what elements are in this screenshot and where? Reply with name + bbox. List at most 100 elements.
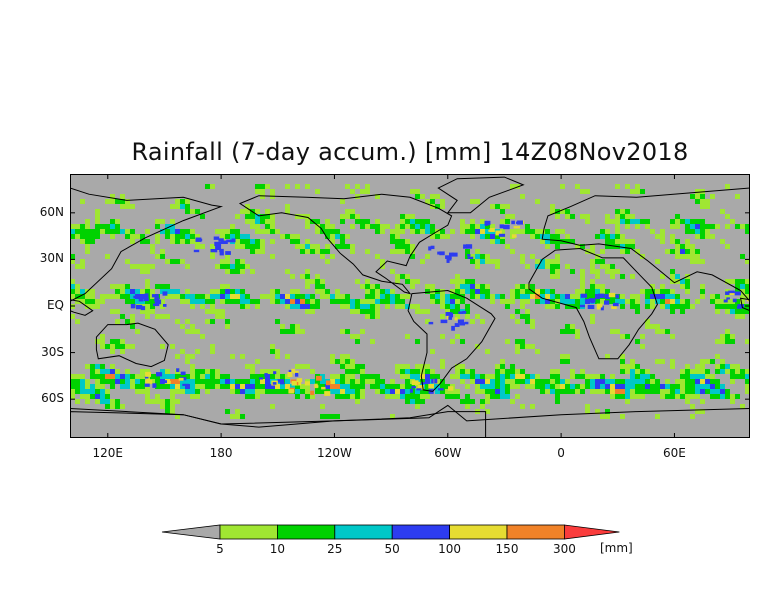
precip-hotspot	[612, 302, 619, 307]
precip-cell	[425, 224, 430, 229]
precip-hotspot	[214, 241, 222, 246]
precip-cell	[705, 229, 710, 234]
precip-cell	[80, 229, 85, 234]
colorbar-tick-label: 100	[438, 542, 462, 556]
precip-cell	[620, 379, 625, 384]
precip-cell	[540, 294, 545, 299]
precip-cell	[695, 364, 700, 369]
precip-hotspot	[321, 386, 326, 390]
precip-cell	[285, 379, 290, 384]
precip-cell	[230, 379, 235, 384]
precip-cell	[125, 289, 130, 294]
precip-cell	[330, 359, 335, 364]
precip-cell	[110, 349, 115, 354]
precip-cell	[630, 214, 635, 219]
precip-cell	[465, 224, 470, 229]
precip-cell	[635, 299, 640, 304]
precip-cell	[300, 244, 305, 249]
precip-cell	[220, 384, 225, 389]
precip-cell	[400, 384, 405, 389]
precip-cell	[580, 284, 585, 289]
precip-cell	[120, 374, 125, 379]
precip-cell	[425, 254, 430, 259]
precip-hotspot	[511, 234, 517, 238]
precip-cell	[490, 204, 495, 209]
precip-hotspot	[615, 294, 620, 299]
precip-cell	[85, 244, 90, 249]
precip-cell	[170, 409, 175, 414]
precip-cell	[530, 284, 535, 289]
precip-cell	[640, 379, 645, 384]
precip-cell	[95, 299, 100, 304]
precip-cell	[560, 294, 565, 299]
precip-cell	[680, 249, 685, 254]
precip-cell	[455, 334, 460, 339]
precip-cell	[580, 389, 585, 394]
precip-cell	[80, 289, 85, 294]
precip-cell	[460, 369, 465, 374]
precip-cell	[370, 299, 375, 304]
precip-cell	[175, 234, 180, 239]
precip-cell	[595, 384, 600, 389]
precip-hotspot	[288, 369, 292, 373]
precip-cell	[695, 229, 700, 234]
precip-cell	[120, 404, 125, 409]
precip-cell	[400, 214, 405, 219]
precip-cell	[605, 214, 610, 219]
precip-cell	[545, 234, 550, 239]
precip-cell	[270, 404, 275, 409]
precip-hotspot	[296, 380, 302, 386]
precip-cell	[155, 254, 160, 259]
precip-cell	[255, 224, 260, 229]
precip-cell	[550, 374, 555, 379]
precip-cell	[160, 314, 165, 319]
precip-hotspot	[463, 246, 468, 249]
precip-cell	[85, 379, 90, 384]
precip-cell	[240, 379, 245, 384]
precip-cell	[350, 244, 355, 249]
precip-cell	[340, 239, 345, 244]
y-tick-label: 60N	[39, 204, 64, 219]
precip-cell	[90, 394, 95, 399]
precip-cell	[115, 369, 120, 374]
precip-cell	[70, 314, 75, 319]
precip-cell	[85, 399, 90, 404]
precip-cell	[700, 224, 705, 229]
precip-cell	[110, 199, 115, 204]
precip-cell	[95, 364, 100, 369]
precip-cell	[490, 384, 495, 389]
precip-cell	[235, 239, 240, 244]
precip-hotspot	[596, 303, 603, 308]
precip-cell	[155, 394, 160, 399]
precip-cell	[570, 369, 575, 374]
precip-cell	[690, 254, 695, 259]
precip-cell	[390, 289, 395, 294]
precip-cell	[705, 224, 710, 229]
precip-cell	[170, 384, 175, 389]
precip-cell	[470, 259, 475, 264]
precip-cell	[500, 374, 505, 379]
precip-cell	[490, 379, 495, 384]
precip-cell	[145, 289, 150, 294]
precip-cell	[370, 379, 375, 384]
precip-cell	[145, 284, 150, 289]
precip-cell	[240, 239, 245, 244]
precip-cell	[580, 279, 585, 284]
precip-cell	[215, 374, 220, 379]
precip-cell	[465, 279, 470, 284]
precip-cell	[195, 374, 200, 379]
precip-cell	[350, 249, 355, 254]
precip-cell	[625, 214, 630, 219]
precip-cell	[210, 184, 215, 189]
precip-cell	[390, 239, 395, 244]
precip-cell	[450, 289, 455, 294]
precip-cell	[695, 409, 700, 414]
precip-cell	[245, 214, 250, 219]
precip-cell	[635, 384, 640, 389]
precip-cell	[265, 369, 270, 374]
precip-cell	[160, 344, 165, 349]
precip-cell	[400, 364, 405, 369]
precip-cell	[615, 184, 620, 189]
precip-cell	[715, 309, 720, 314]
precip-cell	[330, 414, 335, 419]
